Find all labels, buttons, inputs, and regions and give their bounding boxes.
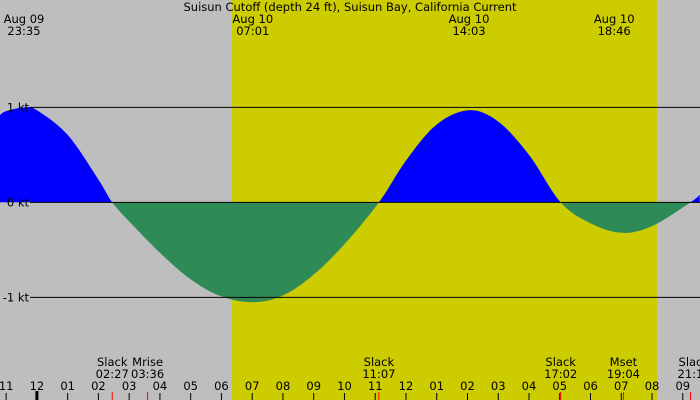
- event-label: Slack: [97, 355, 128, 369]
- x-tick-label: 09: [675, 379, 690, 393]
- x-tick-label: 05: [552, 379, 567, 393]
- extreme-time: 14:03: [452, 24, 485, 38]
- event-time: 11:07: [362, 367, 395, 381]
- event-time: 21:1: [678, 367, 700, 381]
- extreme-time: 18:46: [598, 24, 631, 38]
- extreme-date: Aug 10: [232, 12, 273, 26]
- event-time: 03:36: [131, 367, 164, 381]
- x-tick-label: 11: [0, 379, 13, 393]
- event-label: Slack: [545, 355, 576, 369]
- x-tick-label: 03: [122, 379, 137, 393]
- x-tick-label: 07: [614, 379, 629, 393]
- x-tick-label: 12: [30, 379, 45, 393]
- x-tick-label: 09: [306, 379, 321, 393]
- event-label: Slack: [364, 355, 395, 369]
- x-tick-label: 08: [645, 379, 660, 393]
- chart-title: Suisun Cutoff (depth 24 ft), Suisun Bay,…: [183, 0, 517, 14]
- x-tick-label: 07: [245, 379, 260, 393]
- plot-area: [0, 106, 700, 303]
- flood-area: [0, 106, 700, 203]
- ebb-area: [112, 202, 691, 303]
- event-time: 02:27: [96, 367, 129, 381]
- x-tick-label: 06: [583, 379, 598, 393]
- extreme-date: Aug 09: [4, 12, 45, 26]
- x-tick-label: 03: [491, 379, 506, 393]
- x-tick-label: 11: [368, 379, 383, 393]
- y-tick-label: 0 kt: [7, 195, 30, 209]
- x-tick-label: 10: [337, 379, 352, 393]
- x-tick-label: 02: [460, 379, 475, 393]
- x-tick-label: 02: [91, 379, 106, 393]
- x-tick-label: 12: [399, 379, 414, 393]
- extreme-date: Aug 10: [449, 12, 490, 26]
- event-time: 17:02: [544, 367, 577, 381]
- extreme-time: 07:01: [236, 24, 269, 38]
- x-tick-label: 08: [276, 379, 291, 393]
- y-tick-label: -1 kt: [3, 290, 30, 304]
- event-label: Slac: [679, 355, 700, 369]
- x-tick-label: 01: [60, 379, 75, 393]
- extreme-date: Aug 10: [594, 12, 635, 26]
- y-tick-label: 1 kt: [7, 100, 30, 114]
- x-tick-label: 05: [183, 379, 198, 393]
- extreme-time: 23:35: [7, 24, 40, 38]
- event-time: 19:04: [607, 367, 640, 381]
- x-tick-label: 04: [522, 379, 537, 393]
- event-label: Mset: [610, 355, 638, 369]
- x-tick-label: 06: [214, 379, 229, 393]
- x-tick-label: 01: [429, 379, 444, 393]
- event-label: Mrise: [132, 355, 163, 369]
- x-tick-label: 04: [153, 379, 168, 393]
